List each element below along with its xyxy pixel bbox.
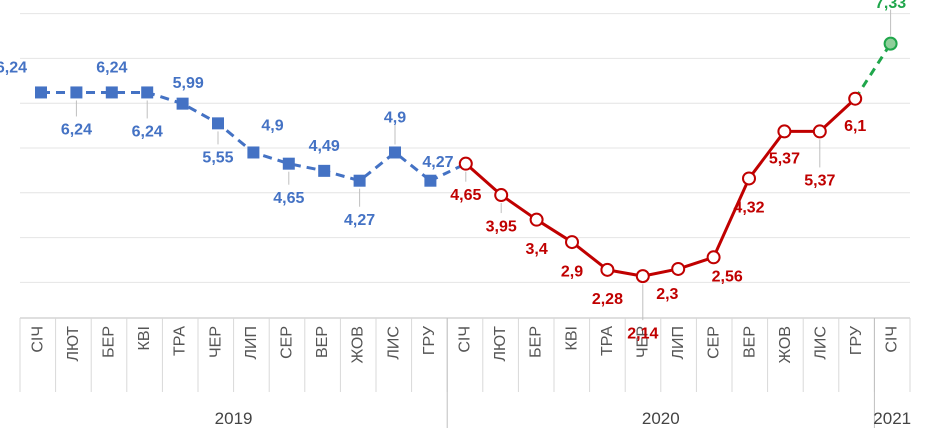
- month-tick-label: СІЧ: [884, 326, 901, 353]
- year-label: 2020: [642, 409, 680, 428]
- data-point: [141, 86, 154, 99]
- data-label: 4,9: [261, 118, 283, 135]
- month-tick-label: ЛИС: [385, 326, 402, 360]
- data-point: [389, 146, 401, 159]
- data-label: 6,24: [0, 60, 27, 77]
- data-point: [635, 269, 650, 284]
- month-tick-label: ВЕР: [314, 326, 331, 358]
- data-label: 5,37: [769, 151, 800, 168]
- month-tick-label: ЛИП: [243, 326, 260, 360]
- data-label: 5,55: [202, 150, 233, 167]
- month-tick-label: СІЧ: [29, 326, 46, 353]
- series-line-y2020: [464, 97, 857, 278]
- series-markers: [35, 36, 898, 284]
- month-tick-label: КВІ: [136, 326, 153, 350]
- month-tick-label: ЖОВ: [777, 326, 794, 364]
- data-label: 6,24: [61, 122, 92, 139]
- data-label: 2,56: [712, 269, 743, 286]
- month-tick-label: ГРУ: [421, 325, 438, 355]
- data-point: [706, 250, 721, 265]
- month-tick-label: ТРА: [172, 326, 189, 356]
- month-tick-label: СЕР: [279, 326, 296, 359]
- data-point: [671, 261, 686, 276]
- data-point: [318, 164, 331, 177]
- data-label: 4,27: [344, 212, 375, 229]
- gridlines: [20, 13, 910, 283]
- month-tick-label: ЛИП: [670, 326, 687, 360]
- data-point: [883, 36, 898, 51]
- year-label: 2019: [215, 409, 253, 428]
- data-label: 4,9: [384, 110, 406, 127]
- month-tick-label: КВІ: [563, 326, 580, 350]
- series-line-y2019: [41, 90, 432, 183]
- month-tick-label: БЕР: [528, 326, 545, 358]
- data-label: 2,14: [627, 325, 658, 342]
- data-label: 2,28: [592, 291, 623, 308]
- month-tick-label: ЧЕР: [207, 326, 224, 358]
- data-point: [212, 117, 224, 130]
- data-label: 4,65: [273, 190, 304, 207]
- data-point: [35, 86, 47, 99]
- data-label: 6,24: [96, 60, 127, 77]
- year-label: 2021: [873, 409, 911, 428]
- month-tick-label: ЧЕР: [635, 326, 652, 358]
- data-label: 5,37: [804, 173, 835, 190]
- data-label: 6,1: [844, 118, 866, 135]
- series-connector: [853, 42, 892, 100]
- data-point: [176, 97, 189, 110]
- data-label: 3,4: [525, 241, 547, 258]
- data-point: [494, 188, 509, 203]
- data-point: [848, 91, 863, 106]
- data-point: [458, 156, 473, 171]
- data-point: [565, 235, 579, 250]
- data-point: [70, 86, 83, 99]
- month-tick-label: БЕР: [101, 326, 118, 358]
- month-tick-label: ЛЮТ: [492, 326, 509, 362]
- data-label: 4,27: [422, 154, 453, 171]
- data-point: [600, 262, 615, 277]
- month-tick-label: ГРУ: [848, 325, 865, 355]
- data-label: 5,99: [173, 75, 204, 92]
- data-label: 6,24: [132, 124, 163, 141]
- data-point: [742, 171, 756, 186]
- data-point: [529, 212, 544, 227]
- data-point: [105, 86, 118, 99]
- data-point: [812, 124, 827, 139]
- data-label: 3,95: [486, 218, 517, 235]
- data-labels: 6,24 6,24 6,24 6,24 5,99 5,55 4,9 4,65 4,49 4,27 4…: [0, 0, 906, 342]
- data-label: 2,9: [561, 263, 583, 280]
- data-point: [424, 174, 437, 187]
- month-tick-label: СЕР: [706, 326, 723, 359]
- month-tick-label: ТРА: [599, 326, 616, 356]
- month-tick-label: ЖОВ: [350, 326, 367, 364]
- month-tick-label: ВЕР: [741, 326, 758, 358]
- data-label: 2,3: [656, 286, 678, 303]
- data-label: 4,65: [450, 187, 481, 204]
- data-point: [353, 174, 366, 187]
- data-label: 4,49: [309, 138, 340, 155]
- data-label: 7,33: [875, 0, 906, 12]
- data-point: [247, 146, 260, 159]
- month-tick-label: СІЧ: [457, 326, 474, 353]
- x-axis: СІЧ ЛЮТ БЕР КВІ ТРА ЧЕР ЛИП СЕР ВЕР ЖОВ ЛИС ГРУ СІЧ Л…: [19, 317, 911, 428]
- month-tick-label: ЛИС: [813, 326, 830, 360]
- data-label: 4,32: [733, 200, 764, 217]
- data-point: [777, 124, 792, 139]
- month-tick-label: ЛЮТ: [65, 326, 82, 362]
- data-point: [282, 157, 295, 170]
